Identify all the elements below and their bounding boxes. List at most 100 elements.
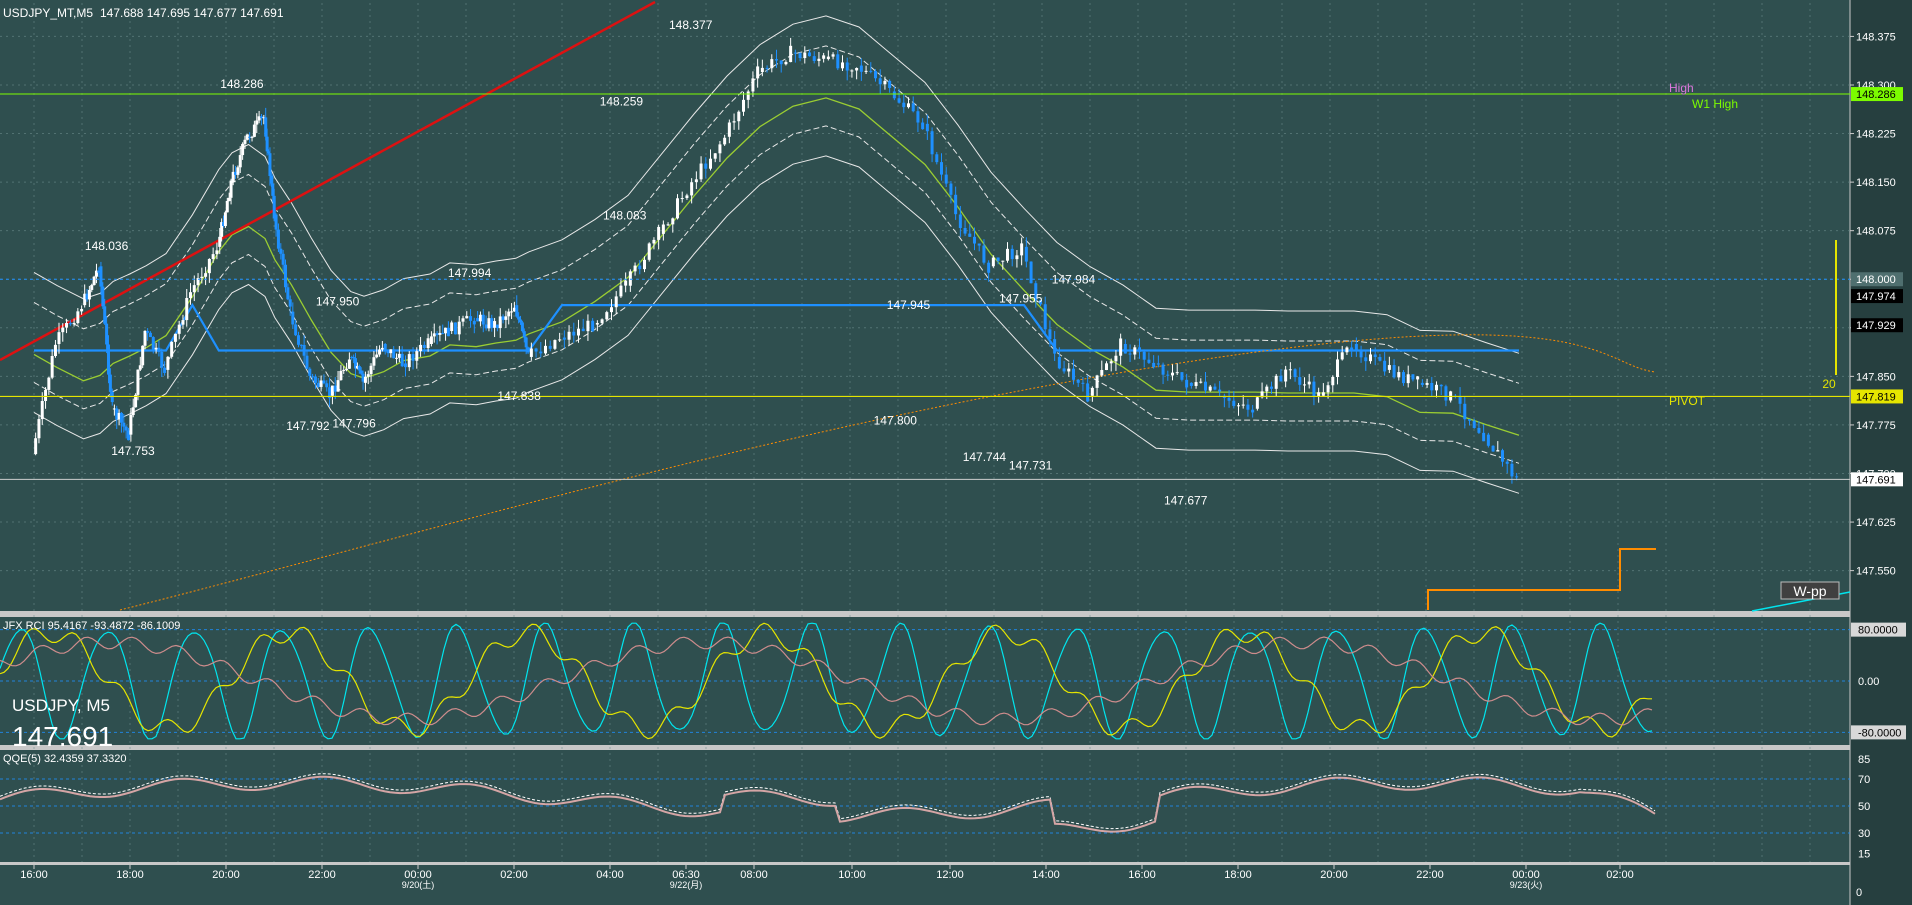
candle-body: [495, 324, 499, 329]
candle-body: [770, 59, 774, 69]
price-tag-p147974: [1851, 289, 1903, 304]
candle-body: [117, 412, 121, 420]
candle-body: [238, 155, 242, 168]
candle-body: [1406, 374, 1410, 384]
candle-body: [1303, 384, 1306, 386]
candle-body: [478, 314, 482, 322]
rsi-panel-separator[interactable]: [0, 745, 1850, 750]
candle-body: [204, 273, 208, 277]
candle-body: [1270, 386, 1273, 389]
candle-body: [657, 226, 661, 240]
candle-body: [378, 349, 382, 355]
candle-body: [1307, 381, 1311, 385]
candle-body: [311, 376, 315, 378]
candle-body: [196, 278, 200, 286]
axis-zero-label: 0: [1856, 887, 1862, 899]
candle-body: [694, 179, 698, 183]
candle-body: [1321, 392, 1325, 396]
candle-body: [803, 52, 807, 59]
candle-body: [354, 358, 358, 369]
candle-body: [243, 139, 247, 144]
candle-body: [369, 365, 373, 375]
main-panel-separator[interactable]: [0, 611, 1850, 617]
candle-body: [481, 314, 485, 325]
candle-body: [507, 311, 511, 317]
candle-body: [784, 62, 788, 65]
candle-body: [163, 367, 167, 373]
price-annotation: 147.753: [111, 444, 155, 458]
candle-body: [501, 316, 505, 320]
candle-body: [422, 344, 426, 349]
candle-body: [935, 154, 939, 163]
candle-body: [94, 270, 98, 277]
candle-body: [1189, 382, 1193, 386]
price-annotation: 147.792: [286, 419, 330, 433]
candle-body: [143, 330, 147, 346]
candle-body: [925, 123, 929, 132]
candle-body: [1279, 375, 1283, 382]
candle-body: [1010, 248, 1014, 260]
candle-body: [666, 224, 670, 226]
candle-body: [106, 344, 110, 375]
price-annotation: 147.955: [999, 291, 1043, 305]
candle-body: [1420, 382, 1424, 385]
time-label: 10:00: [838, 869, 866, 881]
wpp-box[interactable]: [1780, 581, 1840, 600]
time-label: 14:00: [1032, 869, 1060, 881]
candle-body: [465, 316, 469, 319]
candle-body: [154, 347, 158, 350]
time-label: 18:00: [1224, 869, 1252, 881]
candle-body: [690, 182, 694, 196]
candle-body: [1387, 365, 1391, 370]
candle-body: [1251, 409, 1255, 413]
price-tag-p148000: [1851, 272, 1903, 287]
candle-body: [1034, 283, 1038, 301]
candle-body: [869, 70, 873, 72]
price-annotation: 148.286: [220, 77, 264, 91]
price-tick-label: 147.850: [1856, 371, 1896, 383]
candle-body: [1340, 352, 1344, 360]
candle-body: [534, 348, 538, 352]
candle-body: [1336, 359, 1339, 378]
candle-body: [1057, 356, 1061, 369]
candle-body: [47, 377, 51, 390]
candle-body: [1086, 383, 1090, 402]
time-label: 22:00: [1416, 869, 1444, 881]
candle-body: [291, 311, 295, 325]
candle-body: [392, 349, 396, 359]
candle-body: [53, 344, 57, 357]
wpp-label: W-pp: [1793, 583, 1826, 599]
candle-body: [37, 419, 41, 439]
candle-body: [200, 276, 204, 279]
candle-body: [760, 67, 764, 73]
candle-body: [185, 297, 189, 321]
candle-body: [633, 265, 637, 272]
candle-body: [97, 270, 101, 273]
candle-body: [1458, 396, 1462, 404]
qqe-panel-separator[interactable]: [0, 862, 1850, 865]
candle-body: [963, 227, 967, 234]
candle-body: [1175, 372, 1179, 374]
candle-body: [319, 380, 323, 387]
candle-body: [333, 385, 337, 392]
candle-body: [661, 224, 665, 234]
candle-body: [911, 103, 915, 112]
candle-body: [1364, 357, 1368, 362]
price-annotation: 147.744: [963, 450, 1007, 464]
candle-body: [1241, 404, 1245, 406]
candle-body: [1024, 246, 1028, 262]
time-label: 22:00: [308, 869, 336, 881]
candle-body: [122, 422, 126, 427]
price-tick-label: 147.775: [1856, 420, 1896, 432]
candle-body: [808, 52, 811, 57]
candle-body: [294, 324, 298, 336]
candle-body: [940, 162, 943, 175]
candle-body: [619, 285, 623, 297]
pivot-label: PIVOT: [1669, 394, 1706, 408]
price-annotation: 147.984: [1052, 273, 1096, 287]
candle-body: [1491, 445, 1495, 452]
levels: [0, 93, 1850, 480]
candle-body: [177, 324, 181, 334]
candle-body: [103, 306, 107, 324]
